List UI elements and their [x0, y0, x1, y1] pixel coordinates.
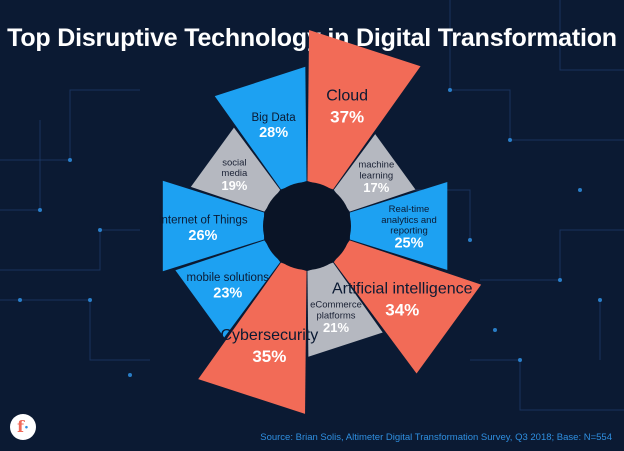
category-label: Big Data [252, 112, 297, 124]
category-label: reporting [390, 226, 428, 237]
value-label: 35% [252, 347, 286, 366]
category-label: Cloud [326, 88, 368, 105]
chart-hub [263, 182, 351, 270]
category-label: Artificial intelligence [332, 281, 473, 298]
category-label: media [221, 168, 248, 179]
bar-internet-of-things [162, 180, 265, 272]
value-label: 28% [259, 125, 288, 141]
category-label: learning [359, 171, 393, 182]
category-label: mobile solutions [187, 272, 270, 284]
category-label: machine [358, 160, 394, 171]
category-label: platforms [316, 310, 355, 321]
category-label: Internet of Things [158, 215, 248, 227]
category-label: eCommerce [310, 299, 362, 310]
bar-mobile-solutions [175, 240, 281, 338]
bar-artificial-intelligence [333, 240, 482, 374]
brand-f-logo: f· [10, 414, 36, 440]
bar-label-group: Artificial intelligence 34% [332, 281, 473, 320]
value-label: 19% [221, 178, 247, 193]
bar-real-time-analytics-and-reporting [349, 182, 448, 270]
bar-cybersecurity [198, 262, 307, 414]
bar-ecommerce-platforms [307, 262, 383, 357]
source-note: Source: Brian Solis, Altimeter Digital T… [260, 432, 612, 443]
bar-big-data [214, 66, 307, 190]
category-label: social [222, 157, 246, 168]
bar-cloud [307, 30, 421, 190]
category-label: Cybersecurity [220, 327, 318, 344]
bar-label-group: Cybersecurity 35% [220, 327, 318, 366]
category-label: analytics and [381, 215, 436, 226]
bar-machine-learning [333, 134, 416, 212]
value-label: 25% [394, 236, 423, 252]
value-label: 21% [323, 320, 349, 335]
category-label: Real-time [389, 204, 430, 215]
value-label: 34% [385, 300, 419, 319]
value-label: 26% [188, 228, 217, 244]
value-label: 17% [363, 180, 389, 195]
value-label: 23% [213, 285, 242, 301]
value-label: 37% [330, 107, 364, 126]
bar-label-group: Cloud 37% [326, 88, 368, 127]
bar-social-media [190, 127, 281, 212]
